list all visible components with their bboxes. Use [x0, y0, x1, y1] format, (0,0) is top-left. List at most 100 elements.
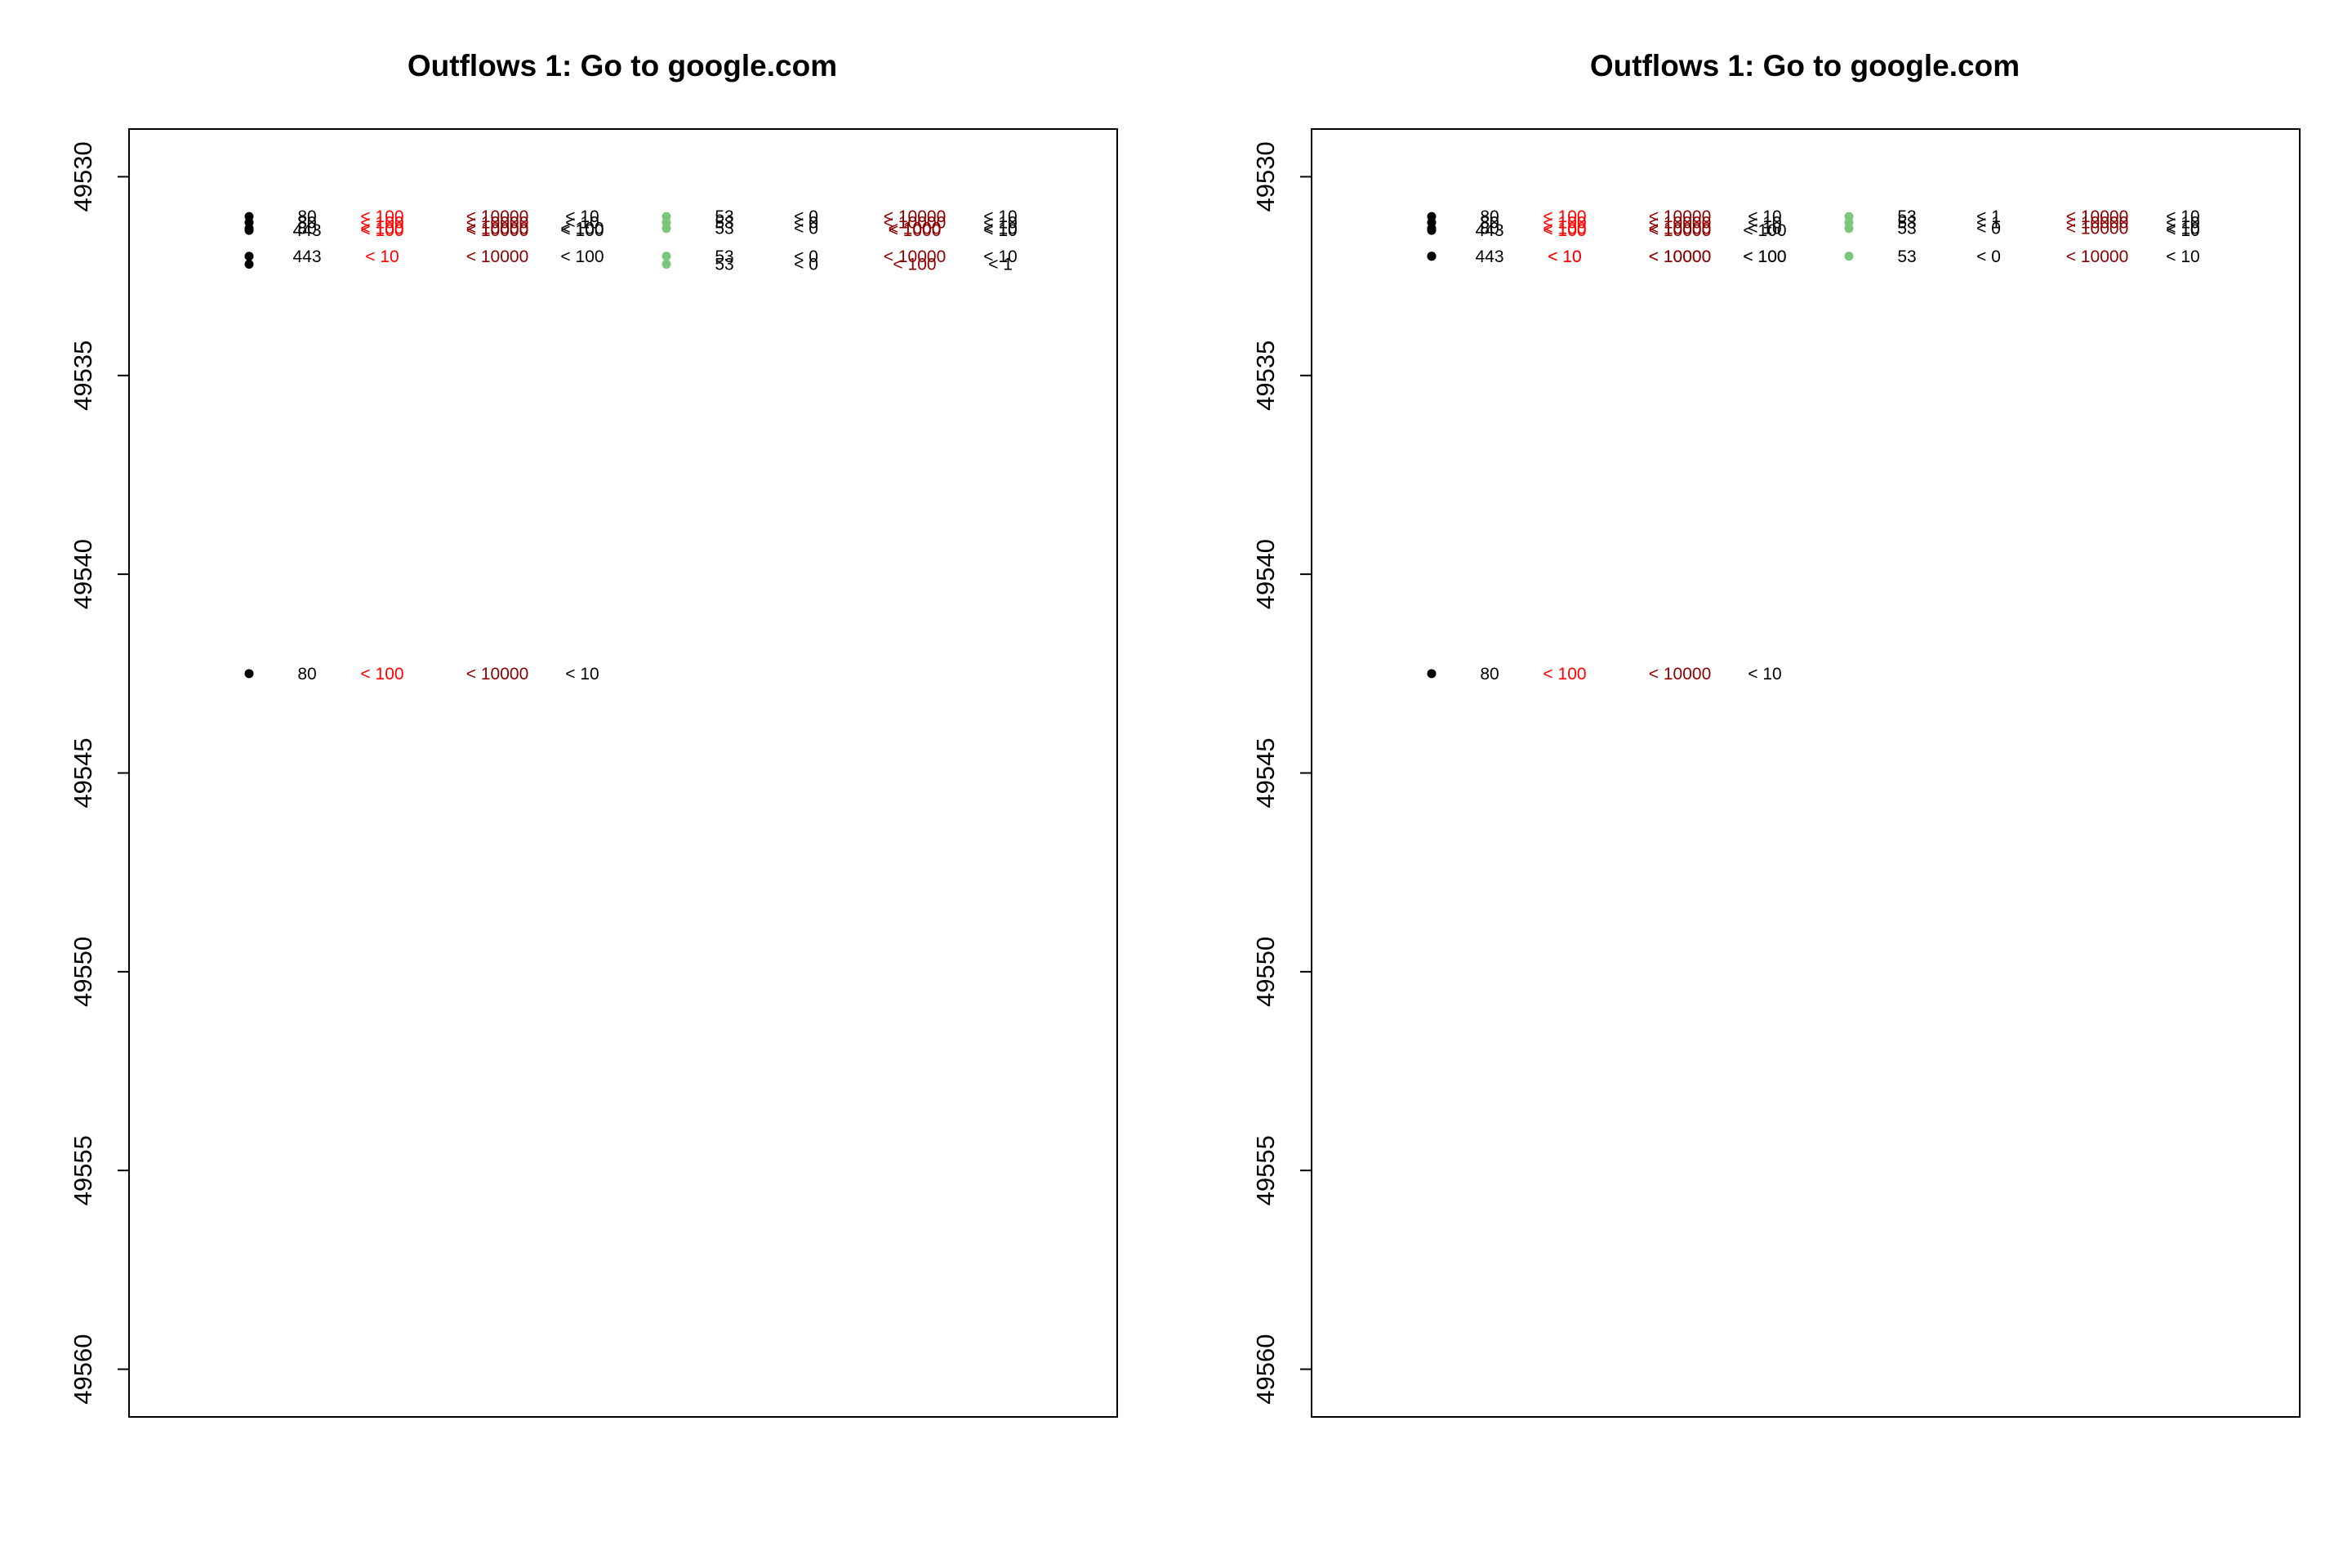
data-label: < 0	[794, 207, 818, 226]
data-label: 53	[1897, 220, 1916, 238]
data-label: 80	[1480, 207, 1499, 226]
data-label: < 10	[1748, 213, 1781, 232]
data-label: 80	[297, 220, 316, 238]
data-label: < 10	[565, 665, 599, 684]
data-label: < 100	[1543, 207, 1586, 226]
data-point	[662, 224, 671, 234]
data-label: < 10000	[1649, 220, 1712, 238]
y-tick-label: 49545	[69, 737, 97, 808]
data-label: < 10	[565, 213, 599, 232]
data-point	[244, 259, 254, 269]
data-label: < 0	[1976, 247, 2001, 266]
data-label: < 10000	[1649, 247, 1712, 266]
data-label: 80	[1480, 665, 1499, 684]
data-label: < 10	[565, 207, 599, 226]
data-label: < 100	[1543, 221, 1586, 240]
data-label: < 0	[1976, 220, 2001, 238]
data-label: < 10000	[466, 207, 529, 226]
data-label: < 10000	[1649, 213, 1712, 232]
data-label: < 10000	[884, 247, 947, 266]
data-label: < 10	[2166, 221, 2199, 240]
y-tick-label: 49530	[1251, 141, 1280, 212]
data-label: < 10	[2166, 247, 2199, 266]
data-label: 80	[1480, 213, 1499, 232]
data-label: < 100	[360, 213, 403, 232]
y-tick-label: 49530	[69, 141, 97, 212]
data-label: < 0	[794, 220, 818, 238]
data-label: < 100	[1543, 213, 1586, 232]
data-label: < 10000	[1649, 207, 1712, 226]
data-label: < 100	[1543, 220, 1586, 238]
data-label: 53	[715, 247, 733, 266]
data-label: 53	[715, 220, 733, 238]
data-label: 80	[1480, 220, 1499, 238]
data-label: 53	[715, 255, 733, 274]
data-label: 53	[1897, 213, 1916, 232]
data-label: < 100	[360, 220, 403, 238]
y-tick-label: 49560	[69, 1334, 97, 1404]
y-tick-label: 49535	[69, 341, 97, 411]
data-label: < 100	[560, 220, 604, 238]
y-axis: 49530 49535 49540 49545 49550 49555 49560	[1251, 141, 1312, 1405]
data-label: < 1000	[889, 220, 942, 238]
data-label: < 10000	[884, 213, 947, 232]
data-label: 443	[292, 247, 321, 266]
data-label: < 10	[983, 220, 1017, 238]
data-label: < 10000	[2066, 220, 2129, 238]
data-point	[244, 669, 254, 679]
data-label: < 100	[893, 255, 936, 274]
data-label: < 10	[1748, 207, 1781, 226]
data-label: 443	[292, 221, 321, 240]
data-label: < 1	[988, 255, 1013, 274]
y-tick-label: 49535	[1251, 341, 1280, 411]
data-label: 53	[1897, 207, 1916, 226]
data-label: < 100	[360, 665, 403, 684]
y-axis: 49530 49535 49540 49545 49550 49555 49560	[69, 141, 129, 1405]
y-tick-label: 49540	[1251, 539, 1280, 609]
y-tick-label: 49555	[69, 1135, 97, 1205]
data-label: 53	[715, 213, 733, 232]
data-label: < 10000	[466, 221, 529, 240]
data-point	[1844, 224, 1854, 234]
y-tick-label: 49540	[69, 539, 97, 609]
data-label: < 10000	[2066, 213, 2129, 232]
data-label: < 0	[794, 255, 818, 274]
data-label: < 10000	[2066, 207, 2129, 226]
data-label: < 1	[1976, 213, 2001, 232]
y-tick-label: 49560	[1251, 1334, 1280, 1404]
data-label: < 10000	[884, 207, 947, 226]
y-tick-label: 49555	[1251, 1135, 1280, 1205]
data-point	[662, 259, 671, 269]
data-label: < 10	[983, 213, 1017, 232]
data-label: < 100	[1743, 247, 1786, 266]
data-label: 80	[297, 213, 316, 232]
data-label: 443	[1475, 221, 1503, 240]
data-label: < 10	[2166, 207, 2199, 226]
y-tick-label: 49550	[1251, 937, 1280, 1007]
data-point	[244, 225, 254, 235]
data-point	[1844, 252, 1854, 261]
data-label: < 10	[1748, 220, 1781, 238]
data-label: < 10	[2166, 213, 2199, 232]
chart-panel-right: Outflows 1: Go to google.com 49530495354…	[1251, 49, 2301, 1418]
data-label: 80	[297, 207, 316, 226]
data-label: 53	[1897, 247, 1916, 266]
data-label: < 100	[1743, 247, 1786, 266]
data-label: < 10000	[466, 665, 529, 684]
data-label: < 10000	[2066, 247, 2129, 266]
data-label: < 100	[1543, 665, 1586, 684]
data-label: < 10	[983, 247, 1017, 266]
data-label: < 10000	[466, 213, 529, 232]
data-label: < 10000	[466, 247, 529, 266]
data-label: < 10	[1748, 665, 1781, 684]
plot-marks: 80 < 100 < 10000 < 10 53 < 1 < 10000 < 10 80 < 10…	[1427, 207, 2200, 684]
data-point	[244, 252, 254, 261]
data-label: < 100	[360, 207, 403, 226]
data-label: < 1000	[889, 221, 942, 240]
data-label: < 10	[365, 247, 399, 266]
data-label: < 10	[2166, 220, 2199, 238]
data-label: < 0	[794, 213, 818, 232]
y-tick-label: 49545	[1251, 737, 1280, 808]
